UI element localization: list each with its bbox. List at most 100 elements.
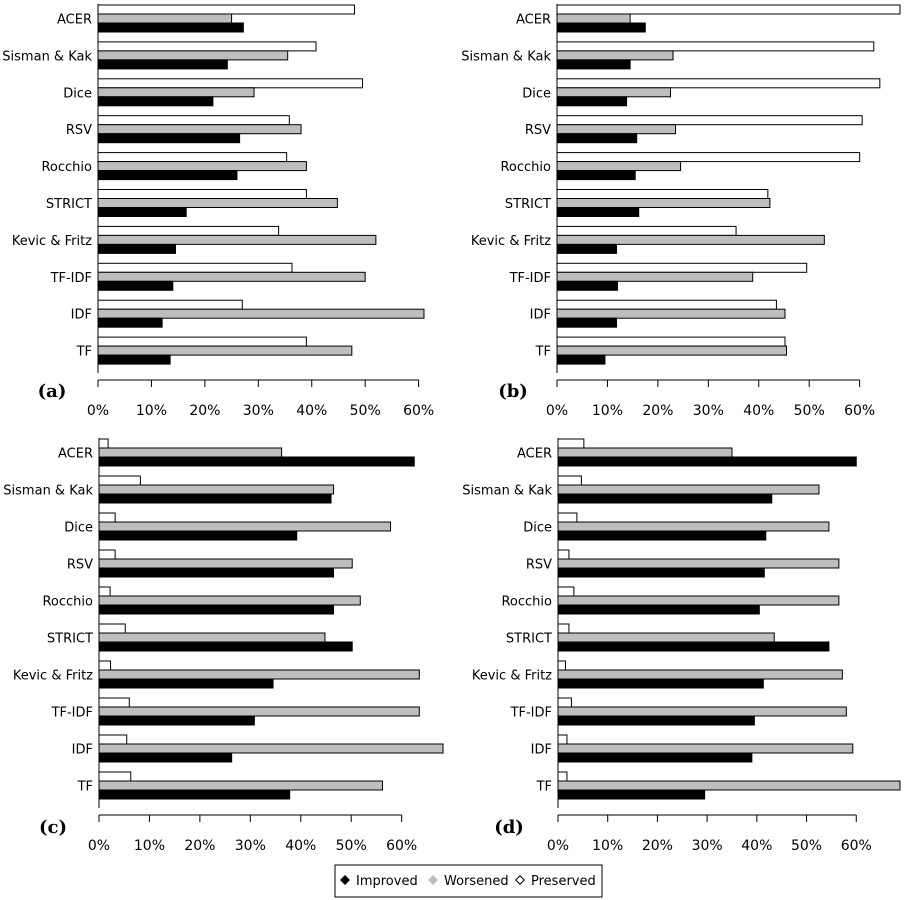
- category-label: RSV: [66, 123, 92, 138]
- bar-worsened-strict: [98, 632, 326, 643]
- bar-improved-rocchio: [557, 604, 760, 615]
- bar-worsened-acer: [556, 13, 631, 24]
- bar-improved-strict: [97, 207, 187, 217]
- bar-worsened-sisman-and-kak: [98, 484, 335, 495]
- bar-improved-rsv: [97, 133, 241, 144]
- bar-improved-tf-idf: [98, 715, 255, 726]
- bar-improved-tf: [557, 789, 706, 800]
- category-label: RSV: [526, 558, 552, 573]
- bar-preserved-acer: [556, 4, 901, 15]
- category-label: TF-IDF: [510, 706, 552, 721]
- legend: Improved Worsened Preserved: [334, 864, 603, 898]
- bar-worsened-rocchio: [557, 595, 840, 606]
- bar-preserved-strict: [557, 623, 570, 634]
- category-label: Dice: [523, 521, 552, 536]
- bar-improved-kevic-and-fritz: [556, 243, 618, 254]
- bar-worsened-kevic-and-fritz: [97, 234, 377, 245]
- bar-preserved-kevic-and-fritz: [556, 225, 737, 236]
- x-tick-label: 30%: [692, 838, 723, 854]
- bar-worsened-rocchio: [556, 161, 682, 172]
- category-label: Rocchio: [42, 595, 93, 610]
- legend-swatch-preserved: [515, 875, 525, 885]
- x-tick-label: 0%: [547, 838, 569, 854]
- category-label: IDF: [530, 308, 551, 323]
- bar-worsened-idf: [97, 308, 425, 319]
- bar-preserved-dice: [97, 78, 364, 89]
- category-label: ACER: [57, 13, 92, 28]
- bar-preserved-rsv: [557, 549, 570, 560]
- category-label: Rocchio: [501, 595, 552, 610]
- x-tick-label: 30%: [243, 403, 274, 419]
- bar-worsened-tf-idf: [98, 706, 420, 717]
- category-label: IDF: [531, 743, 552, 758]
- bar-improved-dice: [556, 96, 628, 107]
- bar-improved-rocchio: [98, 604, 335, 615]
- bar-improved-dice: [557, 530, 767, 541]
- x-tick-label: 20%: [184, 838, 215, 854]
- bar-worsened-idf: [557, 743, 854, 754]
- category-label: TF-IDF: [509, 271, 551, 286]
- bar-preserved-idf: [98, 734, 128, 745]
- x-tick-label: 10%: [592, 838, 623, 854]
- category-label: TF: [77, 780, 93, 795]
- bar-preserved-rocchio: [557, 586, 575, 597]
- category-label: Dice: [63, 86, 92, 101]
- bar-worsened-tf: [557, 780, 901, 791]
- bar-worsened-strict: [97, 198, 338, 208]
- bar-improved-acer: [97, 22, 244, 33]
- panel-label: (b): [498, 381, 528, 402]
- bar-worsened-sisman-and-kak: [97, 50, 289, 61]
- x-tick-label: 10%: [134, 838, 165, 854]
- bar-worsened-kevic-and-fritz: [557, 669, 843, 680]
- bar-preserved-tf: [556, 336, 786, 347]
- panel-c: ACER Sisman & Kak Dice RSV Rocchio STRICT Kevi…: [3, 438, 444, 854]
- x-tick-label: 0%: [87, 403, 109, 419]
- panel-label: (a): [38, 381, 67, 402]
- bar-improved-dice: [97, 96, 214, 107]
- category-label: TF-IDF: [51, 706, 93, 721]
- category-label: Dice: [64, 521, 93, 536]
- category-label: STRICT: [46, 197, 92, 212]
- category-label: ACER: [516, 13, 551, 28]
- bar-improved-tf-idf: [556, 280, 619, 291]
- category-label: ACER: [58, 447, 93, 462]
- bar-improved-rsv: [557, 567, 765, 578]
- x-tick-label: 20%: [189, 403, 220, 419]
- legend-label-worsened: Worsened: [444, 874, 509, 889]
- bar-preserved-acer: [98, 438, 109, 449]
- x-tick-label: 30%: [693, 403, 724, 419]
- bar-preserved-rocchio: [98, 586, 111, 597]
- bar-worsened-rocchio: [98, 595, 361, 606]
- legend-swatch-worsened: [428, 875, 438, 885]
- bar-preserved-dice: [557, 512, 578, 523]
- bar-improved-rocchio: [97, 170, 238, 181]
- category-label: STRICT: [47, 632, 93, 647]
- bar-improved-strict: [556, 207, 640, 217]
- bar-worsened-dice: [98, 521, 392, 532]
- bar-preserved-strict: [98, 623, 126, 634]
- bar-improved-rsv: [98, 567, 335, 578]
- bar-improved-acer: [556, 22, 646, 33]
- bar-preserved-tf-idf: [98, 697, 130, 708]
- bar-preserved-strict: [97, 189, 307, 199]
- x-tick-label: 30%: [235, 838, 266, 854]
- bar-preserved-tf: [97, 336, 307, 347]
- bar-improved-tf-idf: [557, 715, 755, 726]
- category-label: Sisman & Kak: [461, 49, 551, 64]
- category-label: Dice: [522, 86, 551, 101]
- bar-preserved-kevic-and-fritz: [98, 660, 112, 671]
- bar-worsened-dice: [97, 87, 255, 98]
- category-label: Kevic & Fritz: [12, 234, 92, 249]
- category-label: TF-IDF: [50, 271, 92, 286]
- bar-worsened-tf: [98, 780, 383, 791]
- bar-worsened-dice: [557, 521, 830, 532]
- bar-worsened-tf-idf: [97, 271, 366, 282]
- legend-box: [334, 864, 603, 898]
- bar-worsened-acer: [97, 13, 233, 24]
- x-tick-label: 40%: [285, 838, 316, 854]
- bar-worsened-kevic-and-fritz: [556, 234, 825, 245]
- bar-improved-kevic-and-fritz: [97, 243, 176, 254]
- bar-worsened-tf: [556, 345, 788, 356]
- category-label: ACER: [517, 447, 552, 462]
- category-label: STRICT: [506, 632, 552, 647]
